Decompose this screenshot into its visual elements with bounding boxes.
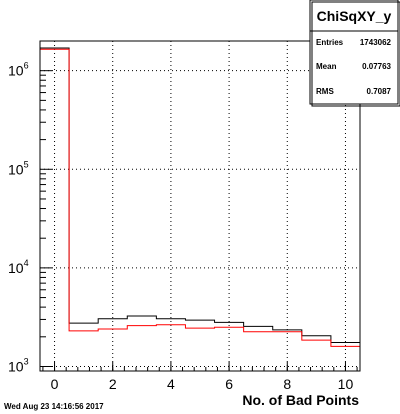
timestamp: Wed Aug 23 14:16:56 2017 bbox=[4, 402, 104, 411]
x-tick-label: 4 bbox=[167, 376, 175, 392]
x-axis-title: No. of Bad Points bbox=[242, 392, 359, 408]
plot-frame-top bbox=[39, 40, 361, 372]
stats-value-rms: 0.7087 bbox=[367, 87, 392, 96]
x-tick-label: 2 bbox=[109, 376, 117, 392]
stats-label-rms: RMS bbox=[316, 87, 334, 96]
grid bbox=[40, 41, 360, 371]
stats-box: ChiSqXY_y Entries 1743062 Mean 0.07763 R… bbox=[309, 0, 400, 107]
stats-value-mean: 0.07763 bbox=[362, 62, 391, 71]
stats-label-entries: Entries bbox=[316, 38, 344, 47]
x-tick-label: 6 bbox=[225, 376, 233, 392]
x-tick-labels: 0 2 4 6 8 10 bbox=[51, 376, 354, 392]
stats-label-mean: Mean bbox=[316, 62, 337, 71]
x-tick-label: 10 bbox=[338, 376, 354, 392]
stats-title: ChiSqXY_y bbox=[317, 8, 392, 24]
x-tick-label: 8 bbox=[283, 376, 291, 392]
histogram-series-1 bbox=[40, 48, 360, 347]
y-tick-labels: 103 104 105 106 bbox=[8, 61, 29, 375]
y-tick-label: 104 bbox=[8, 258, 29, 276]
histogram-series bbox=[40, 47, 360, 347]
y-tick-label: 105 bbox=[8, 159, 29, 177]
axis-ticks bbox=[40, 40, 358, 372]
x-tick-label: 0 bbox=[51, 376, 59, 392]
y-tick-label: 106 bbox=[8, 61, 29, 79]
y-tick-label: 103 bbox=[8, 356, 29, 374]
stats-value-entries: 1743062 bbox=[360, 38, 392, 47]
